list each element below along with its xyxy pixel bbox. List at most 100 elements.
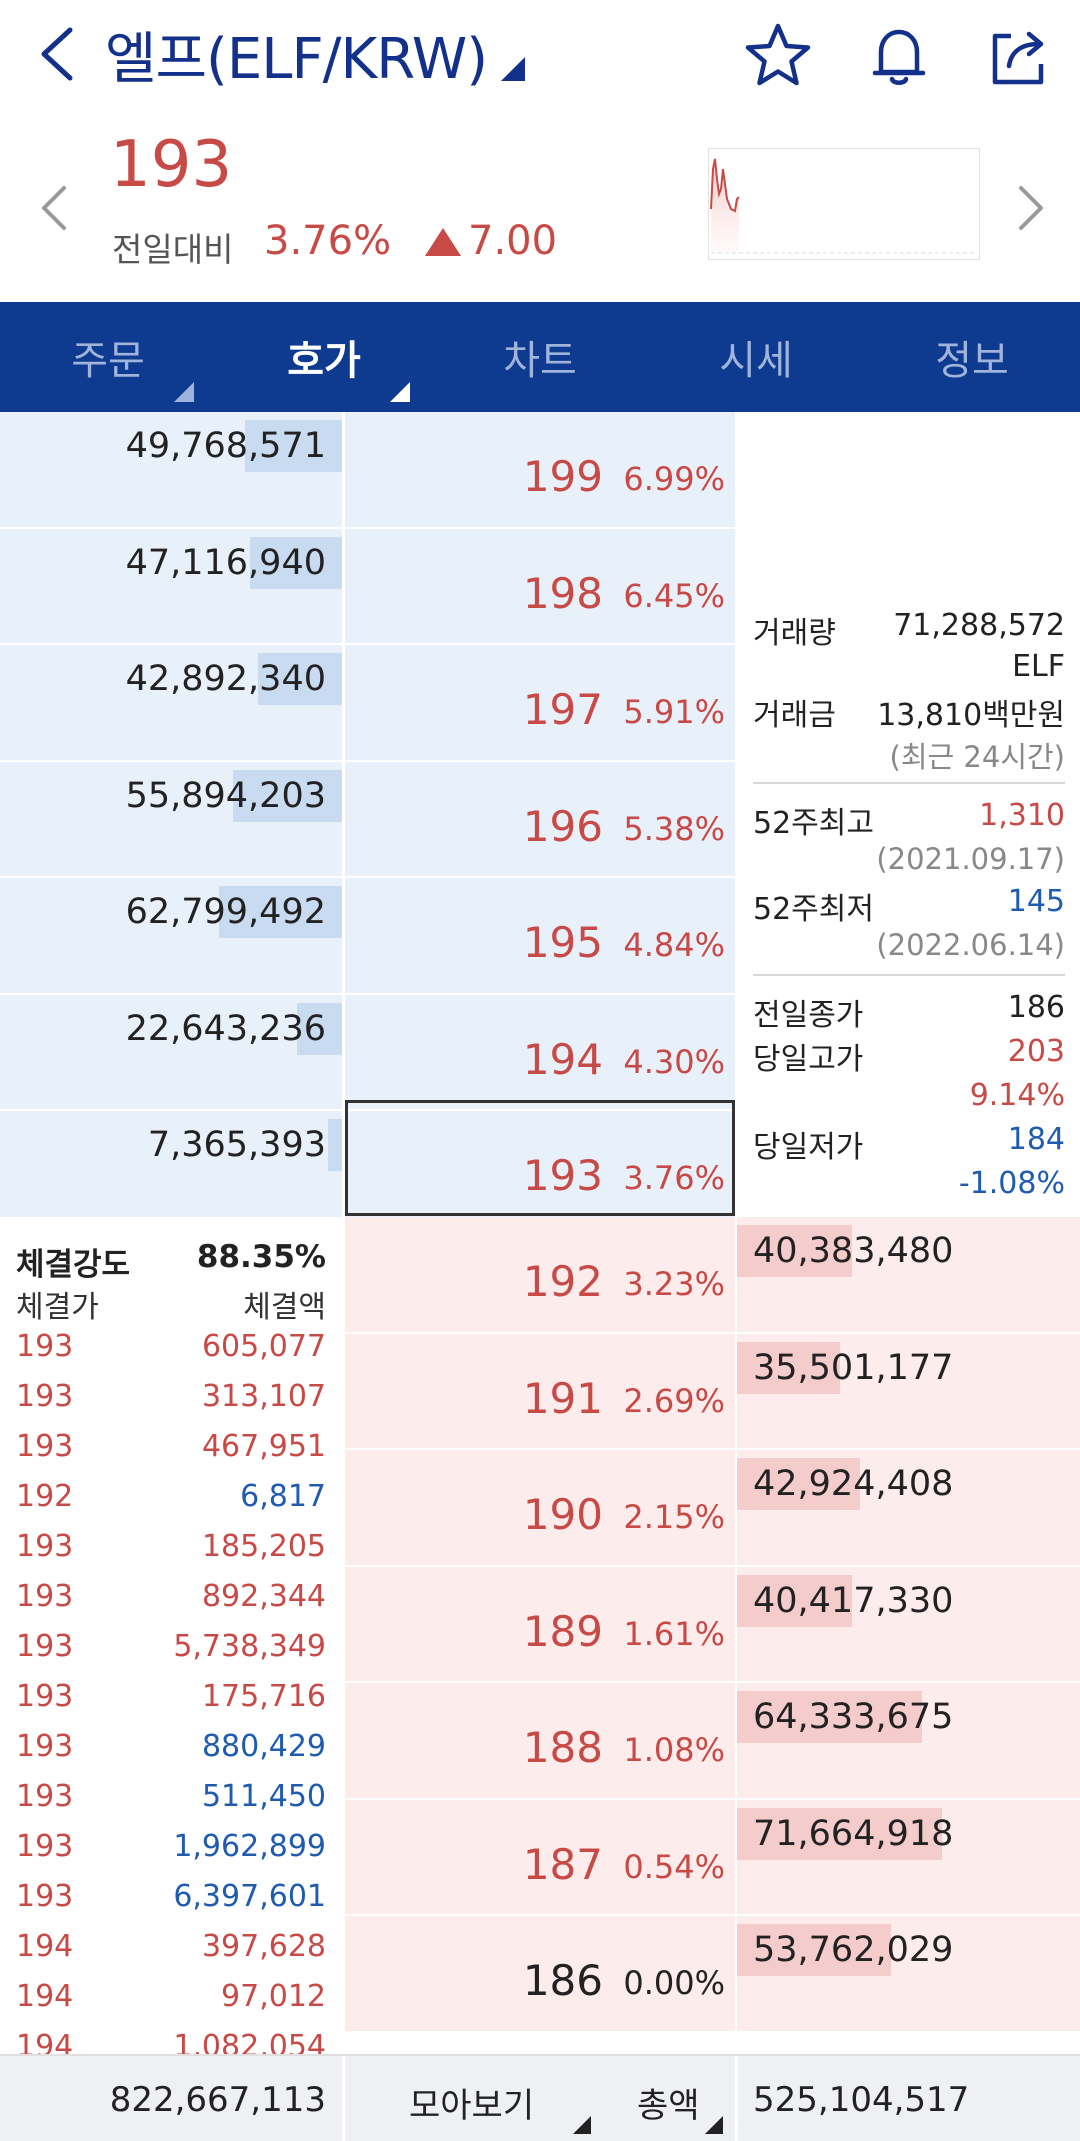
bid-price-row[interactable]: 192 3.23% xyxy=(345,1217,735,1334)
bid-price: 190 xyxy=(522,1490,603,1539)
ask-volume-cell: 49,768,571 xyxy=(0,412,342,529)
trade-price: 193 xyxy=(16,1679,74,1714)
strength-label: 체결강도 xyxy=(16,1247,131,1283)
trade-amount: 467,951 xyxy=(201,1429,326,1464)
trade-price: 193 xyxy=(16,1779,74,1814)
bid-volume-bar xyxy=(737,1924,891,1976)
prev-coin-icon[interactable] xyxy=(30,178,80,238)
day-high-pct: 9.14% xyxy=(969,1078,1065,1113)
bid-price-row[interactable]: 189 1.61% xyxy=(345,1566,735,1683)
ask-volume-cell: 22,643,236 xyxy=(0,994,342,1111)
trade-row: 193 313,107 xyxy=(0,1379,342,1429)
page-title: 엘프(ELF/KRW) xyxy=(105,26,488,92)
bid-volume-bar xyxy=(737,1458,860,1510)
bid-total: 525,104,517 xyxy=(753,2079,970,2120)
current-price: 193 xyxy=(110,128,233,202)
amount-label: 거래금 xyxy=(753,698,836,733)
low52-date: (2022.06.14) xyxy=(876,928,1065,962)
bid-price: 188 xyxy=(522,1723,603,1772)
view-mode-button[interactable]: 모아보기 xyxy=(409,2078,534,2127)
sum-mode-button[interactable]: 총액 xyxy=(637,2078,700,2127)
bid-volume: 40,417,330 xyxy=(753,1580,954,1621)
bid-percent: 2.15% xyxy=(623,1498,725,1536)
sum-mode-label: 총액 xyxy=(637,2086,700,2126)
ask-price-row[interactable]: 193 3.76% xyxy=(345,1111,735,1228)
tab-menu-triangle-icon xyxy=(174,382,194,402)
bell-icon[interactable] xyxy=(863,20,935,92)
mini-price-chart[interactable] xyxy=(708,148,980,260)
trade-price: 194 xyxy=(16,2029,74,2054)
trade-price: 193 xyxy=(16,1829,74,1864)
trade-row: 193 1,962,899 xyxy=(0,1829,342,1879)
ask-volume-bar xyxy=(297,1002,342,1055)
tab-2[interactable]: 차트 xyxy=(432,302,648,412)
trade-row: 193 6,397,601 xyxy=(0,1879,342,1929)
bid-volume-bar xyxy=(737,1574,852,1627)
tab-4[interactable]: 정보 xyxy=(864,302,1080,412)
bid-percent: 2.69% xyxy=(623,1381,725,1420)
bid-price-row[interactable]: 191 2.69% xyxy=(345,1333,735,1450)
bid-percent: 0.54% xyxy=(623,1847,725,1886)
bid-price-row[interactable]: 186 0.00% xyxy=(345,1916,735,2033)
bid-price: 189 xyxy=(522,1606,603,1656)
ask-price-row[interactable]: 199 6.99% xyxy=(345,412,735,529)
low52-label: 52주최저 xyxy=(753,892,874,927)
view-mode-dropdown-icon xyxy=(573,2116,591,2134)
back-icon[interactable] xyxy=(30,18,90,90)
next-coin-icon[interactable] xyxy=(1005,178,1055,238)
tab-1[interactable]: 호가 xyxy=(216,302,432,412)
ask-price-row[interactable]: 194 4.30% xyxy=(345,994,735,1111)
trade-price: 193 xyxy=(16,1329,74,1364)
trade-amount: 892,344 xyxy=(201,1579,326,1614)
ask-price-row[interactable]: 195 4.84% xyxy=(345,878,735,995)
ask-price-row[interactable]: 196 5.38% xyxy=(345,761,735,878)
trade-row: 194 397,628 xyxy=(0,1929,342,1979)
volume-value: 71,288,572 xyxy=(893,608,1065,643)
title-selector[interactable]: 엘프(ELF/KRW) xyxy=(105,18,526,92)
ask-volume-bar xyxy=(233,769,342,822)
ask-total: 822,667,113 xyxy=(109,2079,326,2120)
tab-label: 주문 xyxy=(71,338,145,384)
bid-price-row[interactable]: 187 0.54% xyxy=(345,1799,735,1916)
star-icon[interactable] xyxy=(742,20,814,92)
ask-price-row[interactable]: 198 6.45% xyxy=(345,528,735,645)
day-low-pct: -1.08% xyxy=(958,1166,1065,1201)
trade-history-panel[interactable]: 체결강도 88.35% 체결가 체결액 193 605,077 193 313,107… xyxy=(0,1217,342,2054)
trade-price: 193 xyxy=(16,1429,74,1464)
trade-amount: 1,962,899 xyxy=(173,1829,326,1864)
trade-row: 193 892,344 xyxy=(0,1579,342,1629)
trade-row: 193 185,205 xyxy=(0,1529,342,1579)
volume-unit: ELF xyxy=(1012,649,1065,684)
day-high-label: 당일고가 xyxy=(753,1042,864,1077)
bid-volume-bar xyxy=(737,1691,922,1743)
ask-volume: 55,894,203 xyxy=(125,775,326,816)
change-label: 전일대비 xyxy=(112,230,234,269)
trade-row: 193 605,077 xyxy=(0,1329,342,1379)
tab-0[interactable]: 주문 xyxy=(0,302,216,412)
footer-controls: 모아보기 총액 xyxy=(345,2056,735,2141)
bid-price-row[interactable]: 190 2.15% xyxy=(345,1450,735,1567)
day-low-value: 184 xyxy=(1007,1122,1065,1157)
prev-close-label: 전일종가 xyxy=(753,998,864,1033)
day-low-label: 당일저가 xyxy=(753,1130,864,1165)
ask-volume-bar xyxy=(219,886,342,938)
share-icon[interactable] xyxy=(983,20,1055,92)
tab-3[interactable]: 시세 xyxy=(648,302,864,412)
ask-percent: 6.45% xyxy=(623,576,725,615)
ask-volume: 47,116,940 xyxy=(125,542,326,583)
trade-row: 193 880,429 xyxy=(0,1729,342,1779)
price-summary: 193 전일대비 3.76% 7.00 xyxy=(0,110,1080,300)
ask-price-row[interactable]: 197 5.91% xyxy=(345,645,735,762)
bid-percent: 0.00% xyxy=(623,1964,725,2002)
order-book-footer: 822,667,113 모아보기 총액 525,104,517 xyxy=(0,2054,1080,2141)
strength-value: 88.35% xyxy=(196,1239,326,1275)
market-info-panel: 거래량 71,288,572 ELF 거래금 13,810백만원 (최근 24시… xyxy=(737,412,1080,1217)
trade-amount-header: 체결액 xyxy=(243,1290,326,1325)
bid-price: 186 xyxy=(522,1956,603,2005)
trade-row: 193 175,716 xyxy=(0,1679,342,1729)
bid-volume: 42,924,408 xyxy=(753,1464,954,1504)
ask-percent: 4.84% xyxy=(623,926,725,964)
ask-volume-cell: 42,892,340 xyxy=(0,645,342,762)
bid-price-row[interactable]: 188 1.08% xyxy=(345,1683,735,1800)
bid-volume-cell: 40,383,480 xyxy=(737,1217,1080,1334)
